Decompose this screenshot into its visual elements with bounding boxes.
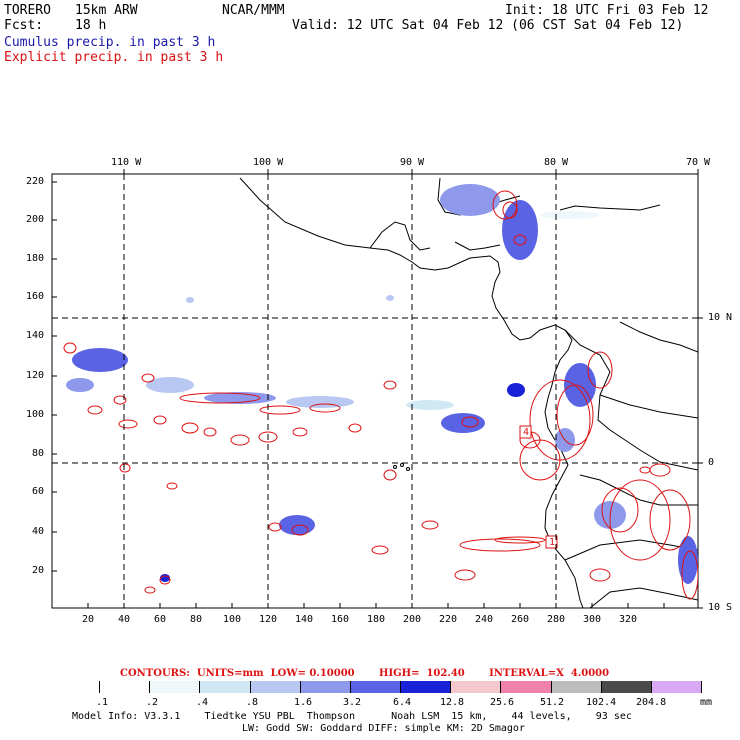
colorbar-swatch <box>451 681 502 693</box>
graticule <box>52 174 698 608</box>
y-tick-140: 140 <box>26 330 45 341</box>
model-info-line-2: LW: Godd SW: Goddard DIFF: simple KM: 2D… <box>242 723 525 734</box>
x-tick-100: 100 <box>223 614 242 625</box>
explicit-legend: Explicit precip. in past 3 h <box>4 50 224 65</box>
colorbar-label-5: 3.2 <box>343 697 362 708</box>
y-tick-120: 120 <box>26 370 45 381</box>
contour-label-box-2 <box>545 535 558 549</box>
lon-label-80w: 80 W <box>544 157 569 168</box>
colorbar-label-8: 25.6 <box>490 697 515 708</box>
model-info-line-1: Model Info: V3.3.1 Tiedtke YSU PBL Thomp… <box>72 711 632 722</box>
org-name: NCAR/MMM <box>222 3 285 18</box>
colorbar-swatch <box>350 681 402 693</box>
colorbar-label-10: 102.4 <box>586 697 617 708</box>
lon-label-90w: 90 W <box>400 157 425 168</box>
valid-time: Valid: 12 UTC Sat 04 Feb 12 (06 CST Sat … <box>292 18 684 33</box>
colorbar-swatch <box>601 681 652 693</box>
x-tick-200: 200 <box>403 614 422 625</box>
init-time: Init: 18 UTC Fri 03 Feb 12 <box>505 3 709 18</box>
colorbar-label-11: 204.8 <box>636 697 667 708</box>
lat-label-10n: 10 N <box>708 312 733 323</box>
x-tick-160: 160 <box>331 614 350 625</box>
x-tick-260: 260 <box>511 614 530 625</box>
colorbar-swatch <box>50 681 101 693</box>
x-tick-240: 240 <box>475 614 494 625</box>
contour-label-box-1 <box>519 425 532 439</box>
x-tick-20: 20 <box>82 614 95 625</box>
colorbar-swatch <box>651 681 702 693</box>
lat-label-10s: 10 S <box>708 602 733 613</box>
x-tick-300: 300 <box>583 614 602 625</box>
explicit-precip-contours <box>63 190 698 600</box>
contour-label-4: 4 <box>523 427 530 438</box>
x-tick-40: 40 <box>118 614 131 625</box>
y-tick-40: 40 <box>32 526 45 537</box>
colorbar-label-1: .2 <box>146 697 159 708</box>
y-tick-180: 180 <box>26 253 45 264</box>
y-tick-20: 20 <box>32 565 45 576</box>
colorbar-swatch <box>200 681 251 693</box>
colorbar-label-2: .4 <box>196 697 209 708</box>
y-tick-220: 220 <box>26 176 45 187</box>
colorbar-label-4: 1.6 <box>294 697 313 708</box>
colorbar-label-0: .1 <box>96 697 109 708</box>
contours-info: CONTOURS: UNITS=mm LOW= 0.10000 HIGH= 10… <box>120 668 610 679</box>
y-tick-80: 80 <box>32 448 45 459</box>
colorbar-label-9: 51.2 <box>540 697 565 708</box>
lon-label-100w: 100 W <box>253 157 284 168</box>
colorbar-swatch <box>551 681 602 693</box>
x-tick-180: 180 <box>367 614 386 625</box>
colorbar-label-6: 6.4 <box>393 697 412 708</box>
model-resolution: 15km ARW <box>75 3 138 18</box>
colorbar-unit: mm <box>700 697 713 708</box>
x-tick-220: 220 <box>439 614 458 625</box>
axis-ticks <box>52 169 703 609</box>
colorbar-swatch <box>401 681 452 693</box>
lat-label-0: 0 <box>708 457 715 468</box>
contour-label-1: 1 <box>549 537 556 548</box>
colorbar-swatch <box>250 681 301 693</box>
x-tick-80: 80 <box>190 614 203 625</box>
forecast-hour: 18 h <box>75 18 107 33</box>
y-tick-160: 160 <box>26 291 45 302</box>
y-tick-60: 60 <box>32 486 45 497</box>
x-tick-320: 320 <box>619 614 638 625</box>
colorbar-label-7: 12.8 <box>440 697 465 708</box>
y-tick-100: 100 <box>26 409 45 420</box>
x-tick-120: 120 <box>259 614 278 625</box>
cumulus-precip-fill <box>66 184 698 584</box>
colorbar-label-3: .8 <box>246 697 259 708</box>
model-name: TORERO <box>4 3 51 18</box>
y-tick-200: 200 <box>26 214 45 225</box>
colorbar-swatch <box>501 681 552 693</box>
plot-frame <box>51 173 699 609</box>
x-tick-140: 140 <box>295 614 314 625</box>
colorbar-swatch <box>150 681 201 693</box>
forecast-label: Fcst: <box>4 18 44 33</box>
lon-label-110w: 110 W <box>111 157 142 168</box>
x-tick-280: 280 <box>547 614 566 625</box>
cumulus-legend: Cumulus precip. in past 3 h <box>4 35 216 50</box>
colorbar-swatch <box>100 681 151 693</box>
x-tick-60: 60 <box>154 614 167 625</box>
colorbar-swatch <box>300 681 351 693</box>
lon-label-70w: 70 W <box>686 157 711 168</box>
